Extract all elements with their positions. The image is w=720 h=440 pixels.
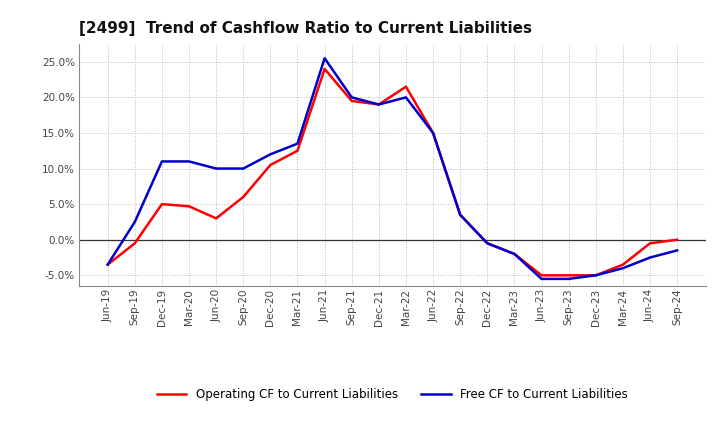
Operating CF to Current Liabilities <box>293 148 302 154</box>
Free CF to Current Liabilities <box>456 212 464 217</box>
Operating CF to Current Liabilities <box>402 84 410 89</box>
Operating CF to Current Liabilities <box>537 273 546 278</box>
Free CF to Current Liabilities <box>104 262 112 267</box>
Free CF to Current Liabilities <box>537 276 546 282</box>
Operating CF to Current Liabilities <box>591 273 600 278</box>
Free CF to Current Liabilities <box>402 95 410 100</box>
Free CF to Current Liabilities <box>591 273 600 278</box>
Free CF to Current Liabilities <box>239 166 248 171</box>
Line: Operating CF to Current Liabilities: Operating CF to Current Liabilities <box>108 69 677 275</box>
Operating CF to Current Liabilities <box>104 262 112 267</box>
Operating CF to Current Liabilities <box>428 130 437 136</box>
Free CF to Current Liabilities <box>130 219 139 224</box>
Free CF to Current Liabilities <box>266 152 275 157</box>
Operating CF to Current Liabilities <box>456 212 464 217</box>
Free CF to Current Liabilities <box>348 95 356 100</box>
Line: Free CF to Current Liabilities: Free CF to Current Liabilities <box>108 58 677 279</box>
Operating CF to Current Liabilities <box>212 216 220 221</box>
Legend: Operating CF to Current Liabilities, Free CF to Current Liabilities: Operating CF to Current Liabilities, Fre… <box>152 384 633 406</box>
Operating CF to Current Liabilities <box>618 262 627 267</box>
Operating CF to Current Liabilities <box>185 204 194 209</box>
Free CF to Current Liabilities <box>185 159 194 164</box>
Free CF to Current Liabilities <box>483 241 492 246</box>
Free CF to Current Liabilities <box>158 159 166 164</box>
Free CF to Current Liabilities <box>293 141 302 146</box>
Operating CF to Current Liabilities <box>646 241 654 246</box>
Operating CF to Current Liabilities <box>320 66 329 72</box>
Free CF to Current Liabilities <box>212 166 220 171</box>
Free CF to Current Liabilities <box>618 266 627 271</box>
Free CF to Current Liabilities <box>564 276 573 282</box>
Operating CF to Current Liabilities <box>266 162 275 168</box>
Text: [2499]  Trend of Cashflow Ratio to Current Liabilities: [2499] Trend of Cashflow Ratio to Curren… <box>79 21 532 36</box>
Free CF to Current Liabilities <box>672 248 681 253</box>
Operating CF to Current Liabilities <box>672 237 681 242</box>
Operating CF to Current Liabilities <box>239 194 248 200</box>
Free CF to Current Liabilities <box>510 251 518 257</box>
Operating CF to Current Liabilities <box>564 273 573 278</box>
Free CF to Current Liabilities <box>320 55 329 61</box>
Free CF to Current Liabilities <box>428 130 437 136</box>
Operating CF to Current Liabilities <box>483 241 492 246</box>
Operating CF to Current Liabilities <box>510 251 518 257</box>
Free CF to Current Liabilities <box>374 102 383 107</box>
Operating CF to Current Liabilities <box>158 202 166 207</box>
Operating CF to Current Liabilities <box>374 102 383 107</box>
Operating CF to Current Liabilities <box>130 241 139 246</box>
Free CF to Current Liabilities <box>646 255 654 260</box>
Operating CF to Current Liabilities <box>348 98 356 103</box>
